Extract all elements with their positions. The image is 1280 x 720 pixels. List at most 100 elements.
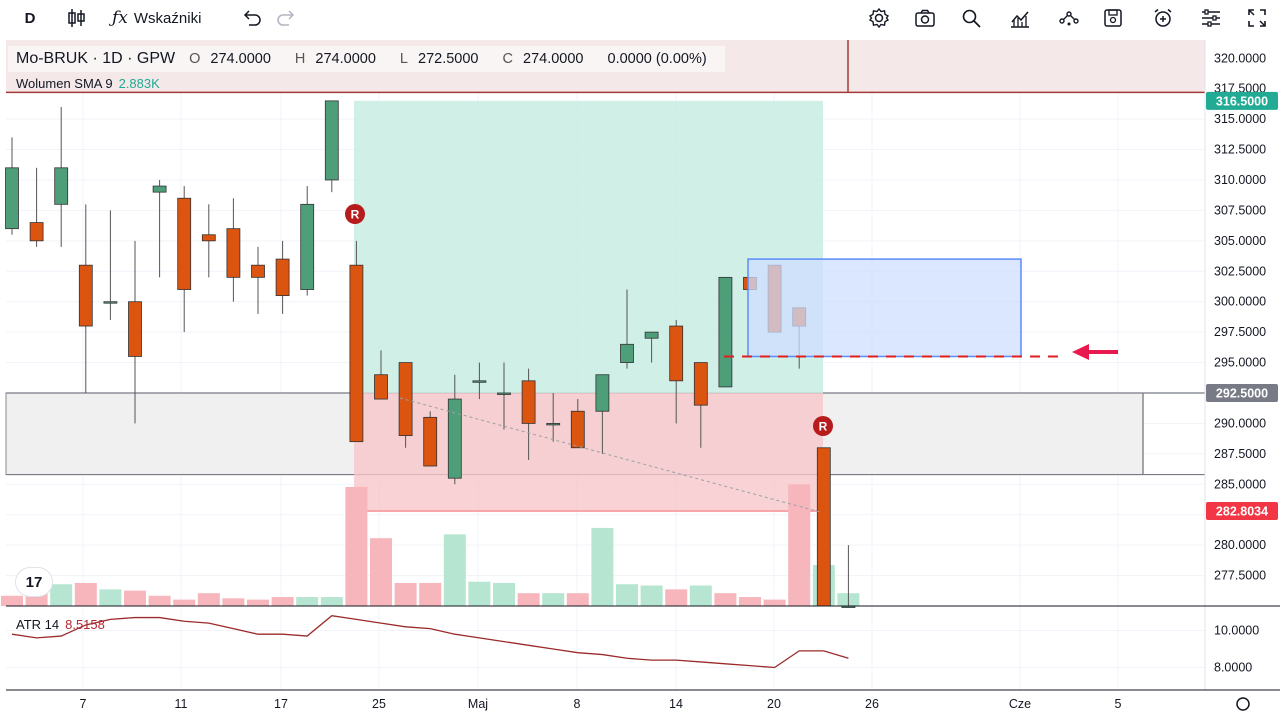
price-tick-label: 297.5000: [1214, 325, 1266, 339]
candle-body: [324, 100, 339, 181]
indicators-label: Wskaźniki: [133, 9, 202, 27]
time-tick-label: 14: [669, 697, 683, 711]
volume-bar: [640, 585, 663, 606]
atr-legend-value: 8.5158: [65, 617, 105, 632]
compare-icon[interactable]: [1006, 4, 1034, 32]
time-tick-label: 20: [767, 697, 781, 711]
camera-icon[interactable]: [912, 4, 938, 32]
settings-icon[interactable]: [866, 4, 892, 32]
volume-bar: [517, 593, 540, 606]
volume-bar: [173, 599, 196, 606]
candle-body: [5, 167, 19, 230]
volume-bar: [419, 582, 442, 606]
interval-button[interactable]: D: [24, 9, 36, 27]
atr-line: [11, 615, 849, 669]
candle-body: [693, 362, 708, 406]
low-value: 272.5000: [418, 51, 479, 67]
axes: 320.0000317.5000315.0000312.5000310.0000…: [6, 40, 1280, 711]
volume-bar: [1, 595, 23, 606]
time-tick-label: 25: [372, 697, 386, 711]
symbol-title[interactable]: Mo-BRUK · 1D · GPW: [16, 50, 176, 67]
volume-bar: [763, 599, 786, 606]
candle-body: [29, 222, 44, 242]
ideas-icon[interactable]: [1054, 4, 1084, 32]
high-value: 274.0000: [315, 51, 376, 67]
candle-body: [447, 398, 462, 479]
indicators-button[interactable]: ƒx Wskaźniki: [112, 4, 222, 32]
r-marker-label: R: [351, 208, 360, 222]
fullscreen-icon[interactable]: [1244, 4, 1270, 32]
fx-icon: ƒx: [112, 8, 128, 28]
tradingview-logo[interactable]: 17: [16, 568, 52, 596]
candle-body: [423, 416, 438, 467]
ohlc-values: O 274.0000 H 274.0000 L 272.5000 C 274.0000 …: [189, 51, 707, 67]
candle-body: [620, 343, 634, 363]
atr-pane: [11, 615, 849, 669]
price-tick-label: 290.0000: [1214, 416, 1266, 430]
volume-legend-value: 2.883K: [118, 76, 160, 91]
redo-icon[interactable]: [274, 4, 298, 32]
time-tick-label: 11: [175, 697, 188, 711]
price-tick-label: 277.5000: [1214, 569, 1266, 583]
atr-legend[interactable]: ATR 14 8.5158: [16, 617, 105, 632]
price-tag-support-bg: [1206, 383, 1278, 402]
symbol-legend: Mo-BRUK · 1D · GPW O 274.0000 H 274.0000 L…: [8, 46, 725, 72]
undo-icon[interactable]: [240, 4, 264, 32]
volume-bar: [591, 527, 614, 606]
volume-bar: [320, 597, 343, 606]
candle-body: [54, 167, 69, 205]
candle-body: [816, 447, 831, 607]
volume-bar: [50, 584, 73, 606]
price-tick-label: 320.0000: [1214, 51, 1266, 65]
volume-bar: [148, 595, 171, 606]
price-tag-top-bg: [1206, 91, 1278, 110]
trend-line: [399, 397, 821, 513]
price-tag-current-bg: [1206, 502, 1278, 521]
volume-bar: [271, 597, 294, 606]
search-icon[interactable]: [958, 4, 984, 32]
price-chart[interactable]: RR 320.0000317.5000315.0000312.5000310.0…: [0, 36, 1280, 720]
r-marker-label: R: [819, 420, 828, 434]
price-tag-top: 316.5000: [1216, 94, 1268, 108]
time-tick-label: 17: [274, 697, 288, 711]
time-tick-label: Cze: [1009, 697, 1031, 711]
volume-bar: [345, 486, 368, 606]
candle-body: [78, 264, 93, 327]
volume-bar: [788, 484, 811, 606]
volume-bar: [74, 582, 97, 606]
candle-body: [152, 185, 167, 193]
volume-bar: [443, 534, 466, 606]
drawing-overlays: RR: [345, 204, 1118, 513]
volume-legend-name: Wolumen SMA 9: [16, 76, 113, 91]
volume-bar: [566, 593, 589, 606]
time-tick-label: Maj: [468, 697, 488, 711]
atr-legend-name: ATR 14: [16, 617, 60, 632]
volume-bar: [468, 581, 491, 606]
candlesticks: [5, 100, 856, 608]
candle-body: [226, 228, 241, 278]
volume-bar: [665, 589, 688, 606]
arrow-head: [1072, 344, 1089, 360]
price-tick-label: 310.0000: [1214, 173, 1266, 187]
time-tick-label: 7: [80, 697, 87, 711]
change-value: 0.0000 (0.00%): [607, 51, 707, 67]
candle-body: [103, 301, 118, 304]
price-tick-label: 312.5000: [1214, 143, 1266, 157]
volume-bar: [124, 590, 146, 606]
price-tick-label: 280.0000: [1214, 538, 1266, 552]
candle-body: [521, 380, 536, 424]
close-value: 274.0000: [523, 51, 584, 67]
alert-icon[interactable]: [1150, 4, 1176, 32]
volume-legend[interactable]: Wolumen SMA 9 2.883K: [16, 76, 160, 91]
candle-body: [398, 362, 413, 436]
volume-bars: [1, 484, 860, 606]
time-tick-label: 26: [865, 697, 879, 711]
volume-bar: [493, 582, 515, 606]
candle-body: [472, 380, 487, 383]
candles-icon[interactable]: [62, 4, 90, 32]
candle-body: [374, 374, 388, 400]
r-marker: [813, 416, 833, 436]
price-tick-label: 300.0000: [1214, 295, 1266, 309]
layout-icon[interactable]: [1198, 4, 1224, 32]
save-icon[interactable]: [1100, 4, 1126, 32]
